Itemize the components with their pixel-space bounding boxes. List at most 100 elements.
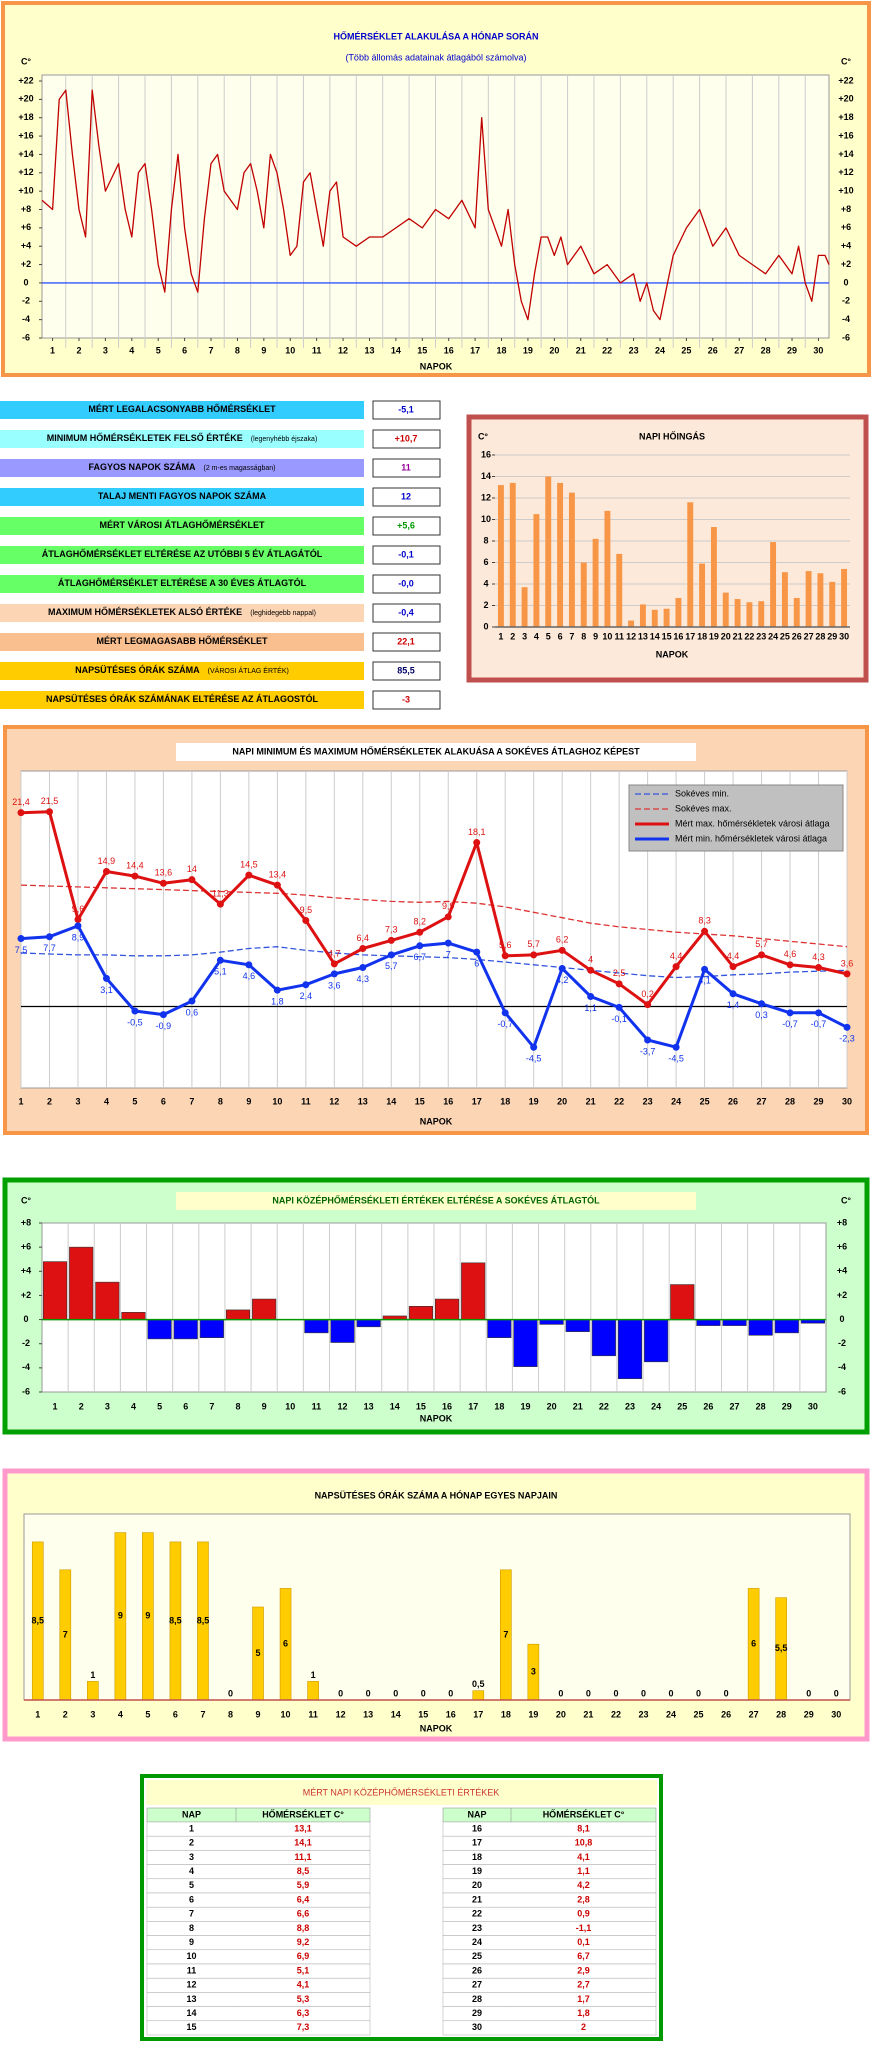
table-value: 2,8 bbox=[577, 1894, 590, 1904]
x-tick-label: 20 bbox=[557, 1096, 567, 1106]
point bbox=[330, 970, 338, 978]
table-day: 18 bbox=[472, 1852, 482, 1862]
data-label: 1 bbox=[311, 1670, 316, 1680]
x-tick-label: 24 bbox=[651, 1401, 661, 1411]
y-unit: C° bbox=[841, 56, 851, 66]
bar bbox=[252, 1298, 277, 1320]
bar bbox=[781, 572, 788, 627]
x-tick-label: 29 bbox=[804, 1709, 814, 1719]
bar bbox=[43, 1261, 68, 1320]
table-value: 9,2 bbox=[297, 1937, 310, 1947]
bar bbox=[408, 1305, 433, 1320]
bar bbox=[722, 1319, 747, 1326]
table-value: 8,8 bbox=[297, 1923, 310, 1933]
stat-value-box bbox=[372, 516, 441, 536]
x-tick-label: 28 bbox=[756, 1401, 766, 1411]
data-label: 1,1 bbox=[584, 1003, 597, 1013]
y-tick-label: 4 bbox=[483, 578, 488, 588]
data-label: 2,4 bbox=[300, 991, 313, 1001]
table-day: 15 bbox=[186, 2022, 196, 2032]
table-value: 2 bbox=[581, 2022, 586, 2032]
y-tick-label: 8 bbox=[483, 535, 488, 545]
x-tick-label: 21 bbox=[573, 1401, 583, 1411]
x-tick-label: 19 bbox=[520, 1401, 530, 1411]
x-tick-label: 11 bbox=[312, 345, 322, 355]
data-label: 6,2 bbox=[556, 935, 569, 945]
x-tick-label: 29 bbox=[787, 345, 797, 355]
stat-label-bar bbox=[0, 430, 364, 448]
stat-label-bar bbox=[0, 546, 364, 564]
table-value: 2,7 bbox=[577, 1980, 590, 1990]
point bbox=[729, 990, 737, 998]
y-tick-label: -6 bbox=[838, 1386, 846, 1396]
data-label: 7 bbox=[503, 1629, 508, 1639]
x-tick-label: 6 bbox=[161, 1096, 166, 1106]
stat-value-box bbox=[372, 632, 441, 652]
data-label: 3,6 bbox=[841, 958, 854, 968]
x-tick-label: 25 bbox=[780, 631, 790, 641]
table-day: 7 bbox=[189, 1909, 194, 1919]
x-tick-label: 20 bbox=[547, 1401, 557, 1411]
data-label: 0,2 bbox=[641, 989, 654, 999]
x-tick-label: 19 bbox=[528, 1709, 538, 1719]
table-day: 21 bbox=[472, 1894, 482, 1904]
y-tick-label: +4 bbox=[21, 1266, 31, 1276]
x-tick-label: 3 bbox=[75, 1096, 80, 1106]
y-tick-label: +8 bbox=[841, 204, 851, 214]
x-tick-label: 6 bbox=[183, 1401, 188, 1411]
bar bbox=[663, 608, 670, 627]
x-tick-label: 20 bbox=[721, 631, 731, 641]
stat-value-box bbox=[372, 545, 441, 565]
table-value: 11,1 bbox=[294, 1852, 311, 1862]
data-label: 4,2 bbox=[556, 975, 569, 985]
data-label: 0 bbox=[366, 1688, 371, 1698]
x-tick-label: 23 bbox=[629, 345, 639, 355]
point bbox=[102, 868, 110, 876]
x-tick-label: 16 bbox=[444, 345, 454, 355]
table-title: MÉRT NAPI KÖZÉPHŐMÉRSÉKLETI ÉRTÉKEK bbox=[303, 1787, 500, 1797]
table-day: 25 bbox=[472, 1951, 482, 1961]
table-value: 6,3 bbox=[297, 2008, 310, 2018]
stat-label: NAPSÜTÉSES ÓRÁK SZÁMA (VÁROSI ÁTLAG ÉRTÉK… bbox=[75, 664, 289, 675]
line-series bbox=[41, 89, 830, 321]
stat-value: -5,1 bbox=[398, 404, 414, 414]
point bbox=[416, 928, 424, 936]
data-label: 6 bbox=[751, 1639, 756, 1649]
bar bbox=[748, 1319, 773, 1336]
stat-label-bar bbox=[0, 517, 364, 535]
x-tick-label: 25 bbox=[700, 1096, 710, 1106]
data-label: 9 bbox=[145, 1611, 150, 1621]
y-tick-label: +4 bbox=[841, 241, 851, 251]
y-tick-label: +16 bbox=[18, 130, 33, 140]
data-label: 7,3 bbox=[385, 925, 398, 935]
x-tick-label: 28 bbox=[776, 1709, 786, 1719]
x-axis-title: NAPOK bbox=[656, 649, 689, 659]
bar bbox=[628, 620, 635, 627]
stat-label-text: MÉRT LEGMAGASABB HŐMÉRSÉKLET bbox=[97, 635, 269, 646]
x-tick-label: 17 bbox=[473, 1709, 483, 1719]
data-label: 2,5 bbox=[613, 968, 626, 978]
y-tick-label: +20 bbox=[18, 94, 33, 104]
table-day: 12 bbox=[186, 1980, 196, 1990]
point bbox=[45, 808, 53, 816]
x-tick-label: 15 bbox=[415, 1096, 425, 1106]
data-label: 14,9 bbox=[98, 856, 116, 866]
x-tick-label: 12 bbox=[338, 345, 348, 355]
stat-note: (legenyhébb éjszaka) bbox=[251, 436, 318, 443]
point bbox=[644, 1036, 652, 1044]
point bbox=[131, 872, 139, 880]
data-label: 0 bbox=[613, 1688, 618, 1698]
x-tick-label: 13 bbox=[638, 631, 648, 641]
data-label: 14 bbox=[187, 864, 197, 874]
y-tick-label: 0 bbox=[23, 277, 28, 287]
data-label: 0 bbox=[724, 1688, 729, 1698]
data-label: 13,4 bbox=[269, 869, 287, 879]
y-tick-label: -6 bbox=[842, 332, 850, 342]
table-value: 5,3 bbox=[297, 1994, 310, 2004]
y-tick-label: +6 bbox=[21, 1242, 31, 1252]
x-tick-label: 30 bbox=[831, 1709, 841, 1719]
point bbox=[245, 871, 253, 879]
bar bbox=[617, 1319, 643, 1380]
x-tick-label: 3 bbox=[103, 345, 108, 355]
